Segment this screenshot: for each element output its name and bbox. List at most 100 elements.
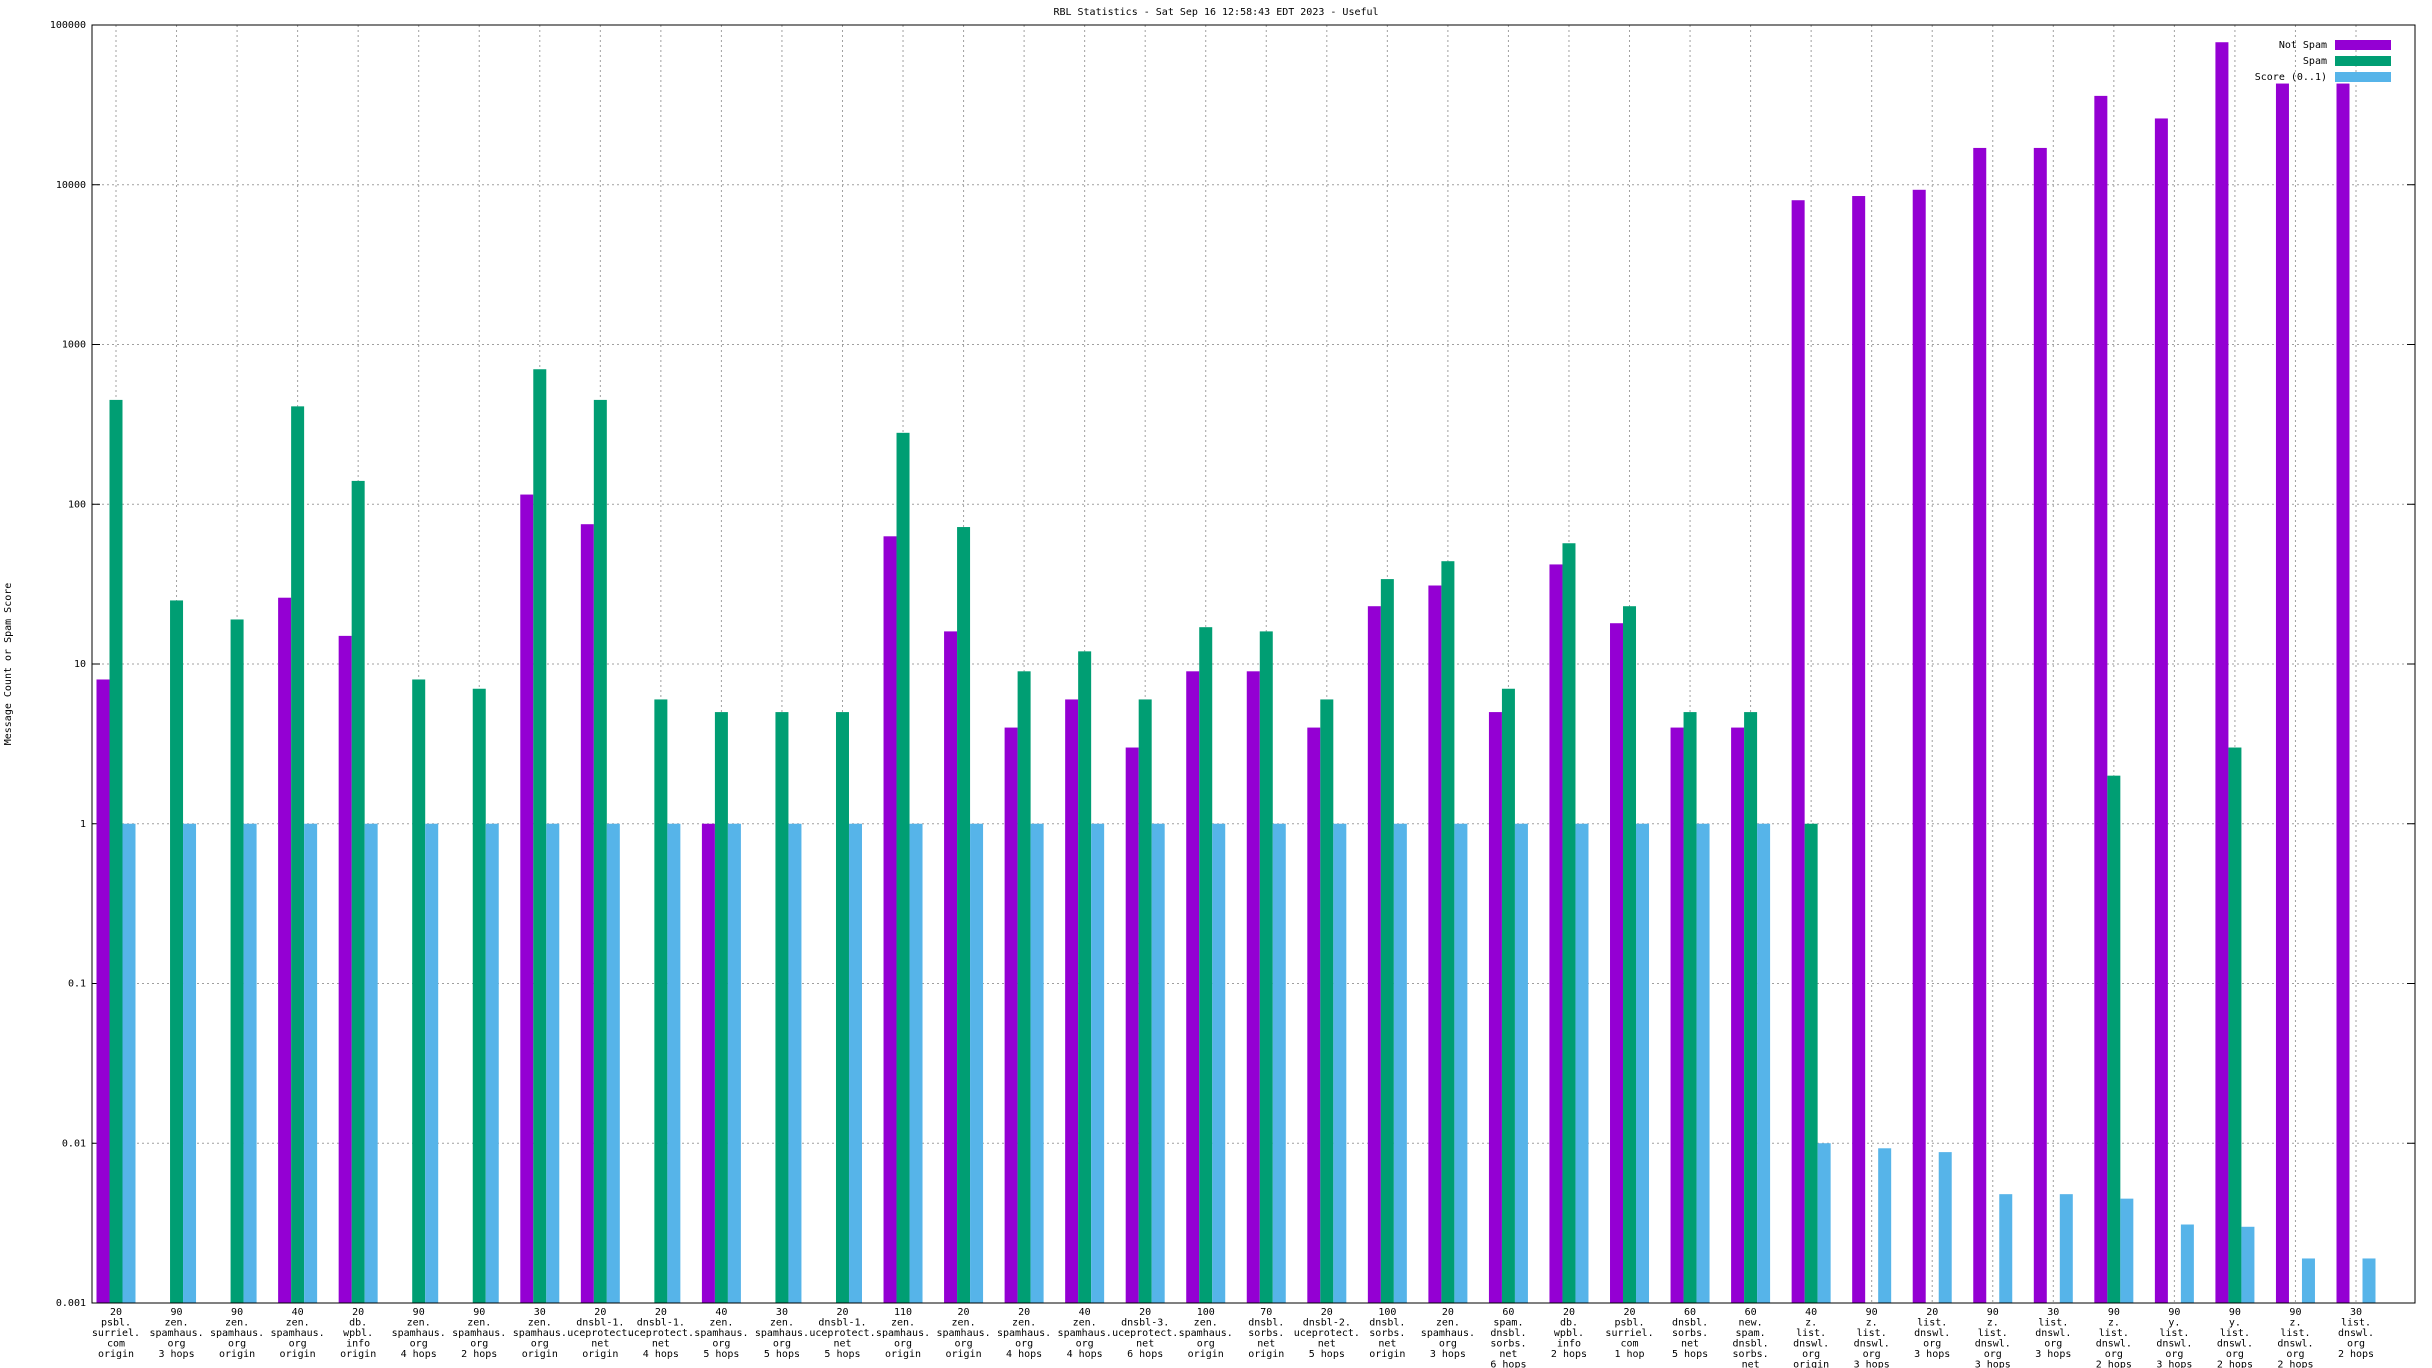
x-tick-label: spamhaus. <box>210 1328 264 1339</box>
y-axis-label: Message Count or Spam Score <box>3 583 14 746</box>
y-tick-label: 10 <box>74 659 86 670</box>
x-tick-label: origin <box>522 1349 558 1360</box>
x-tick-label: origin <box>98 1349 134 1360</box>
x-tick-label: zen. <box>1012 1318 1036 1329</box>
bar <box>944 631 958 1303</box>
x-tick-label: spamhaus. <box>452 1328 506 1339</box>
x-tick-label: net <box>1257 1339 1275 1350</box>
x-tick-label: zen. <box>891 1318 915 1329</box>
bar <box>727 823 741 1303</box>
x-tick-label: new. <box>1739 1318 1763 1329</box>
x-tick-label: 100 <box>1378 1307 1396 1318</box>
x-tick-label: dnswl. <box>2217 1339 2253 1350</box>
bar <box>1091 823 1105 1303</box>
x-tick-label: spam. <box>1736 1328 1766 1339</box>
bar <box>1562 543 1576 1303</box>
bar <box>1912 189 1926 1303</box>
x-tick-label: origin <box>219 1349 255 1360</box>
x-tick-label: spamhaus. <box>997 1328 1051 1339</box>
bar <box>1817 1143 1831 1303</box>
x-tick-label: org <box>2044 1339 2062 1350</box>
x-tick-label: 2 hops <box>1551 1349 1587 1360</box>
x-tick-label: 110 <box>894 1307 912 1318</box>
bar <box>2094 95 2108 1304</box>
bar <box>2154 118 2168 1303</box>
x-tick-label: net <box>1499 1349 1517 1360</box>
x-tick-label: 2 hops <box>2096 1360 2132 1368</box>
x-tick-label: 20 <box>836 1307 848 1318</box>
x-tick-label: list. <box>2099 1328 2129 1339</box>
x-tick-label: 20 <box>1563 1307 1575 1318</box>
x-tick-label: net <box>1742 1360 1760 1368</box>
x-tick-label: zen. <box>1073 1318 1097 1329</box>
x-tick-label: uceprotect. <box>1294 1328 1360 1339</box>
x-tick-label: uceprotect. <box>628 1328 694 1339</box>
bar <box>364 823 378 1303</box>
x-tick-label: zen. <box>770 1318 794 1329</box>
bar <box>1186 671 1200 1303</box>
x-tick-label: dnsbl-1. <box>637 1318 685 1329</box>
x-tick-label: list. <box>2038 1318 2068 1329</box>
x-tick-label: list. <box>2280 1328 2310 1339</box>
x-tick-label: origin <box>280 1349 316 1360</box>
bar <box>1514 823 1528 1303</box>
x-tick-label: sorbs. <box>1248 1328 1284 1339</box>
bar <box>1878 1148 1892 1303</box>
x-tick-label: zen. <box>1194 1318 1218 1329</box>
bar <box>338 635 352 1303</box>
legend-swatch <box>2335 56 2391 66</box>
bar <box>1610 623 1624 1303</box>
x-tick-label: z. <box>1987 1318 1999 1329</box>
x-tick-label: 2 hops <box>2217 1360 2253 1368</box>
x-tick-label: 3 hops <box>1914 1349 1950 1360</box>
bar <box>96 679 110 1303</box>
x-tick-label: sorbs. <box>1369 1328 1405 1339</box>
x-tick-label: org <box>2286 1349 2304 1360</box>
x-tick-label: spamhaus. <box>755 1328 809 1339</box>
x-tick-label: org <box>2347 1339 2365 1350</box>
x-tick-label: origin <box>582 1349 618 1360</box>
bar <box>1670 727 1684 1303</box>
x-tick-label: zen. <box>709 1318 733 1329</box>
x-tick-label: 3 hops <box>158 1349 194 1360</box>
x-tick-label: 30 <box>534 1307 546 1318</box>
x-tick-label: sorbs. <box>1672 1328 1708 1339</box>
bar <box>183 823 197 1303</box>
bar <box>970 823 984 1303</box>
x-tick-label: db. <box>349 1318 367 1329</box>
x-tick-label: dnsbl-2. <box>1303 1318 1351 1329</box>
bar <box>1367 606 1381 1303</box>
bar <box>1212 823 1226 1303</box>
x-tick-label: uceprotect. <box>1112 1328 1178 1339</box>
x-tick-label: 4 hops <box>401 1349 437 1360</box>
bar <box>701 823 715 1303</box>
bar <box>1078 651 1092 1303</box>
bar <box>520 494 534 1303</box>
bar <box>1199 627 1213 1303</box>
bar <box>775 712 789 1303</box>
bar <box>606 823 620 1303</box>
x-tick-label: z. <box>2289 1318 2301 1329</box>
x-tick-label: origin <box>1248 1349 1284 1360</box>
x-tick-label: psbl. <box>1614 1318 1644 1329</box>
x-tick-label: spamhaus. <box>1421 1328 1475 1339</box>
x-tick-label: org <box>773 1339 791 1350</box>
x-tick-label: 40 <box>1079 1307 1091 1318</box>
bar <box>1333 823 1347 1303</box>
legend-swatch <box>2335 40 2391 50</box>
x-tick-label: net <box>591 1339 609 1350</box>
bar <box>1138 699 1152 1303</box>
x-tick-label: y. <box>2168 1318 2180 1329</box>
bar <box>714 712 728 1303</box>
x-tick-label: 4 hops <box>1067 1349 1103 1360</box>
x-tick-label: org <box>1197 1339 1215 1350</box>
bar <box>2336 83 2350 1303</box>
x-tick-label: dnswl. <box>2338 1328 2374 1339</box>
x-tick-label: 40 <box>1805 1307 1817 1318</box>
x-tick-label: wpbl. <box>1554 1328 1584 1339</box>
x-tick-label: net <box>652 1339 670 1350</box>
x-tick-label: net <box>1318 1339 1336 1350</box>
x-tick-label: dnswl. <box>2277 1339 2313 1350</box>
x-tick-label: 20 <box>1623 1307 1635 1318</box>
bar <box>1004 727 1018 1303</box>
